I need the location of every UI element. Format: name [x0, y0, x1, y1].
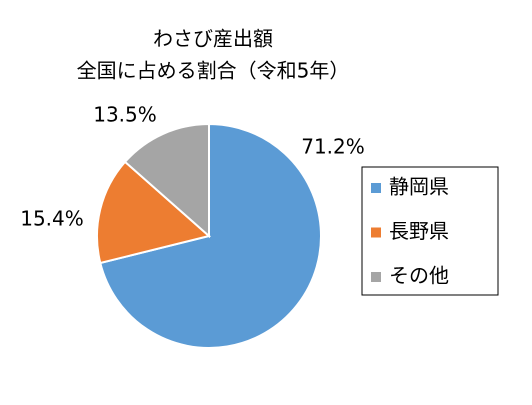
legend-label: その他	[389, 264, 449, 288]
legend-marker	[371, 227, 381, 238]
data-label: 13.5%	[93, 103, 157, 127]
legend-label: 長野県	[389, 219, 449, 243]
legend-marker	[371, 183, 381, 193]
chart-subtitle: 全国に占める割合（令和5年）	[77, 59, 350, 83]
legend-box	[361, 166, 499, 296]
pie-slice	[96, 160, 212, 265]
legend-label: 静岡県	[389, 175, 449, 199]
pie-slice	[123, 122, 210, 239]
chart-title: わさび産出額	[153, 27, 273, 51]
legend-marker	[371, 272, 381, 282]
data-label: 15.4%	[20, 207, 84, 231]
data-label: 71.2%	[301, 135, 365, 159]
pie-slice	[99, 122, 322, 349]
